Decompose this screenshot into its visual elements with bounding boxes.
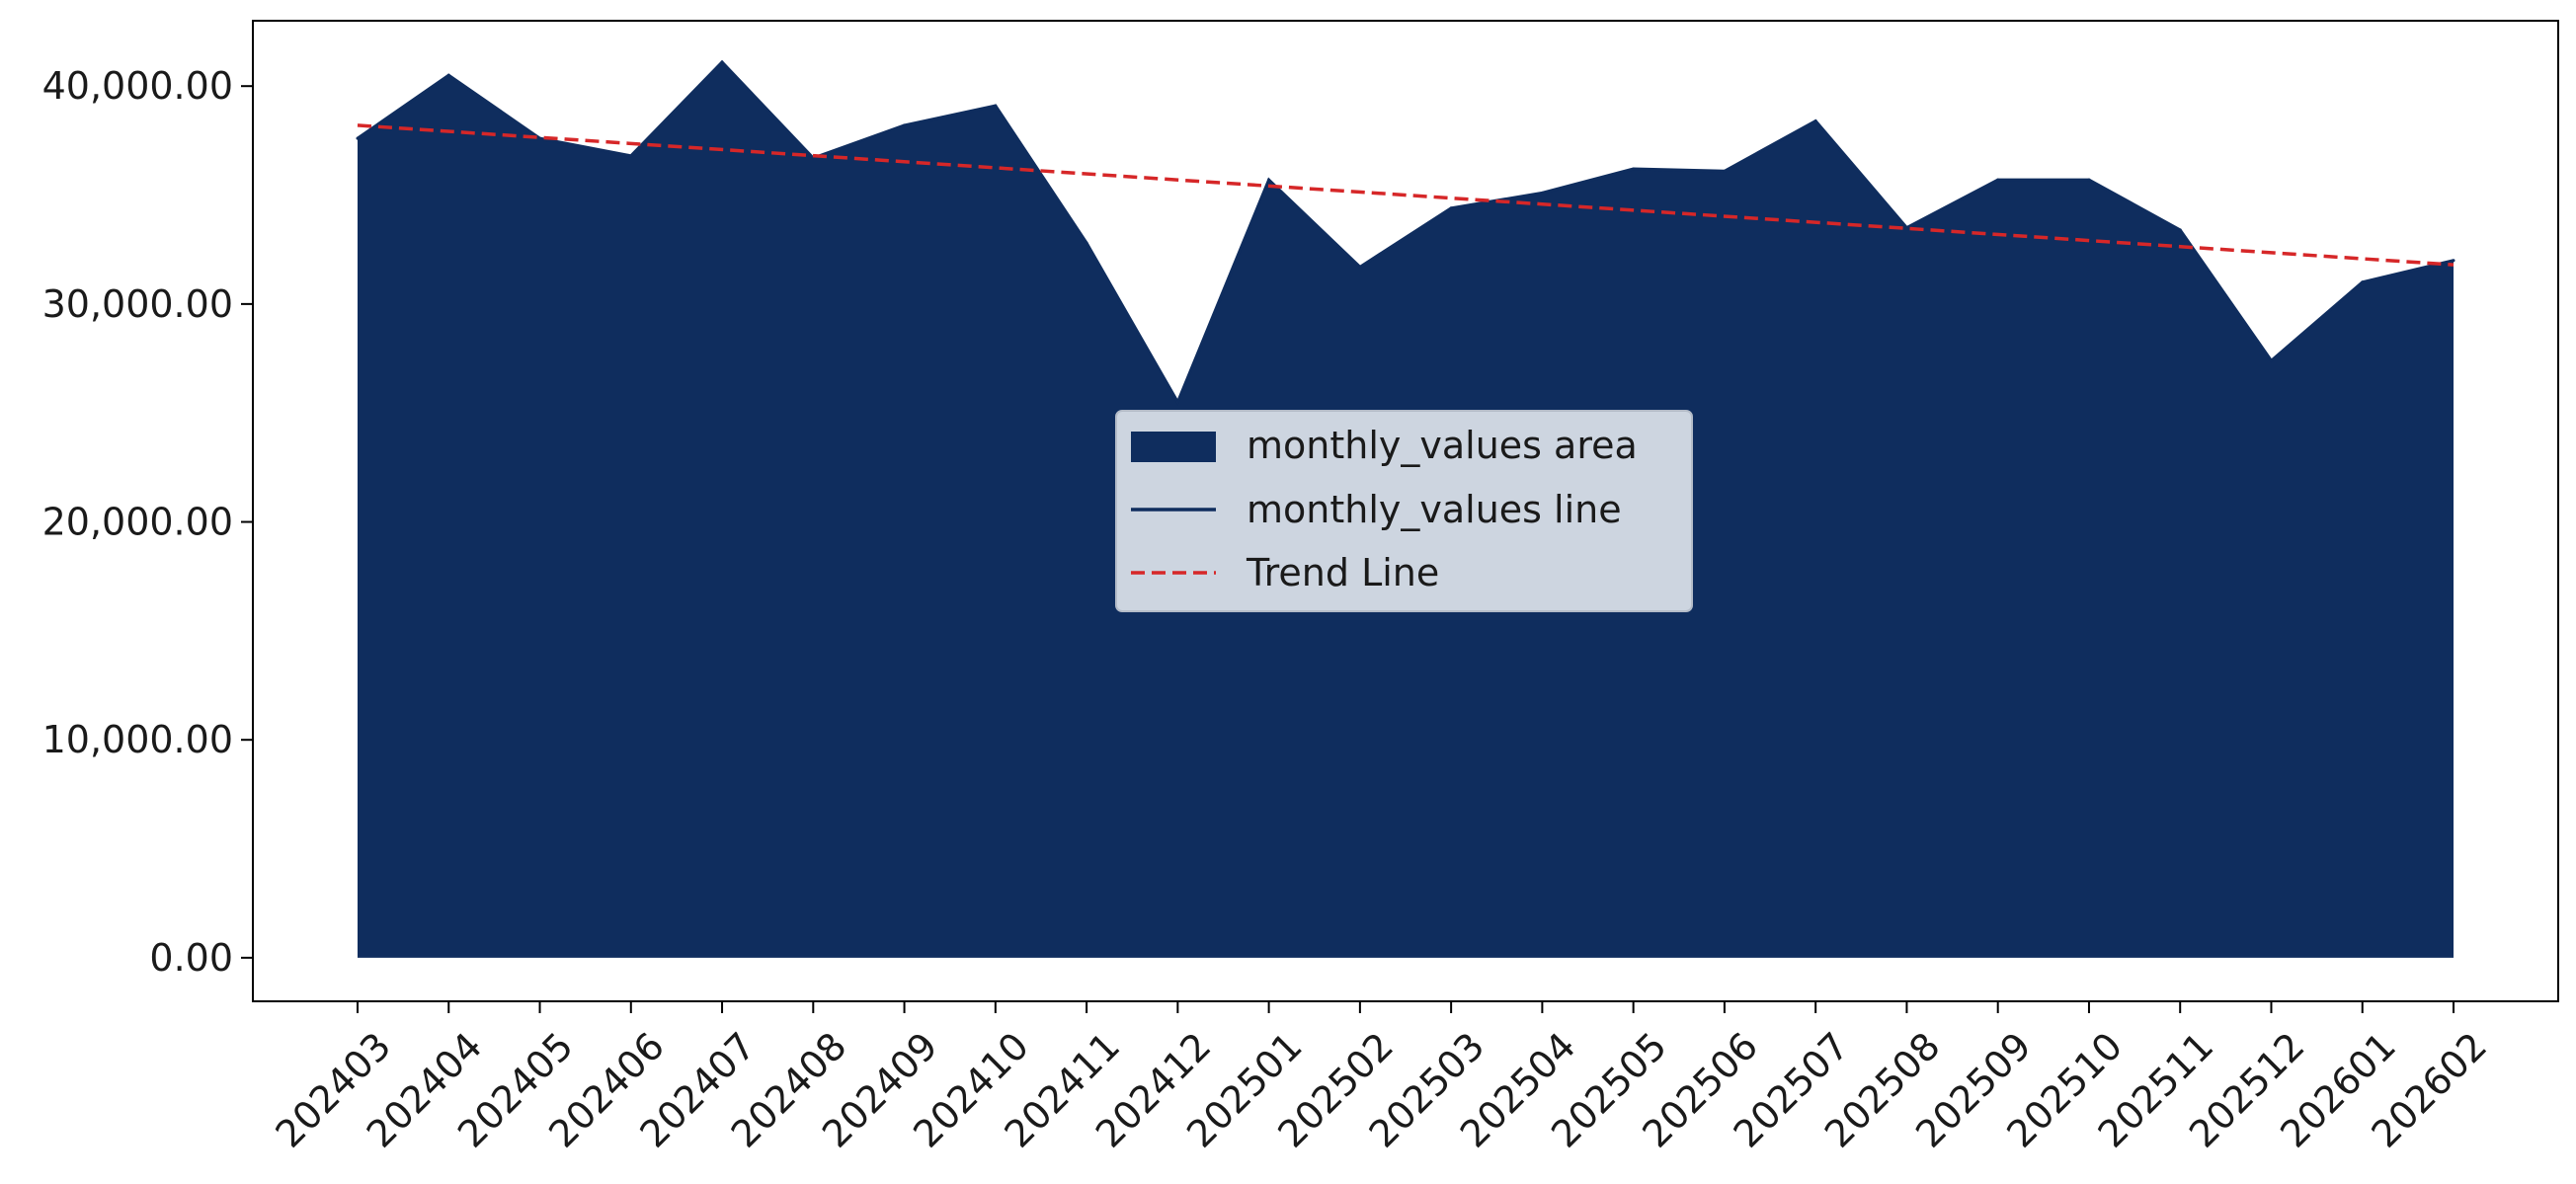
data-point-202509: [1996, 178, 2000, 182]
trend-line: [357, 123, 2455, 267]
data-point-202412: [1175, 400, 1179, 404]
data-point-202512: [2269, 358, 2273, 362]
trend-layer: [357, 123, 2455, 267]
legend: monthly_values area monthly_values line …: [1115, 410, 1693, 612]
line-layer: [356, 59, 2455, 406]
legend-box: [1115, 410, 1693, 612]
data-point-202411: [1085, 241, 1088, 245]
legend-area-swatch: [1131, 432, 1216, 462]
data-point-202505: [1632, 167, 1636, 171]
line-series: [357, 59, 2455, 406]
data-point-202502: [1358, 265, 1362, 269]
data-point-202406: [629, 154, 633, 158]
legend-line-label: monthly_values line: [1247, 488, 1622, 531]
legend-area-label: monthly_values area: [1247, 424, 1638, 467]
y-tick-label: 20,000.00: [42, 501, 233, 544]
data-point-202410: [994, 104, 998, 108]
y-axis: 0.00 10,000.00 20,000.00 30,000.00 40,000.00: [42, 64, 253, 980]
data-point-202403: [356, 136, 360, 140]
data-point-202504: [1540, 191, 1544, 195]
data-point-202508: [1904, 226, 1908, 230]
data-point-202404: [446, 73, 450, 77]
y-tick-label: 30,000.00: [42, 282, 233, 326]
data-point-202601: [2361, 280, 2365, 284]
data-point-202506: [1723, 169, 1727, 173]
legend-trend-label: Trend Line: [1246, 551, 1439, 594]
y-tick-label: 10,000.00: [42, 718, 233, 761]
data-point-202602: [2452, 259, 2455, 263]
data-point-202510: [2087, 178, 2091, 182]
data-point-202511: [2178, 228, 2182, 232]
data-point-202501: [1267, 178, 1271, 182]
data-point-202405: [538, 136, 542, 140]
data-point-202409: [903, 123, 907, 127]
data-point-202407: [720, 60, 724, 64]
x-axis: 2024032024042024052024062024072024082024…: [267, 1001, 2495, 1156]
data-point-202503: [1449, 206, 1453, 210]
y-tick-label: 0.00: [149, 936, 233, 980]
y-tick-label: 40,000.00: [42, 64, 233, 108]
data-point-202507: [1813, 119, 1817, 123]
